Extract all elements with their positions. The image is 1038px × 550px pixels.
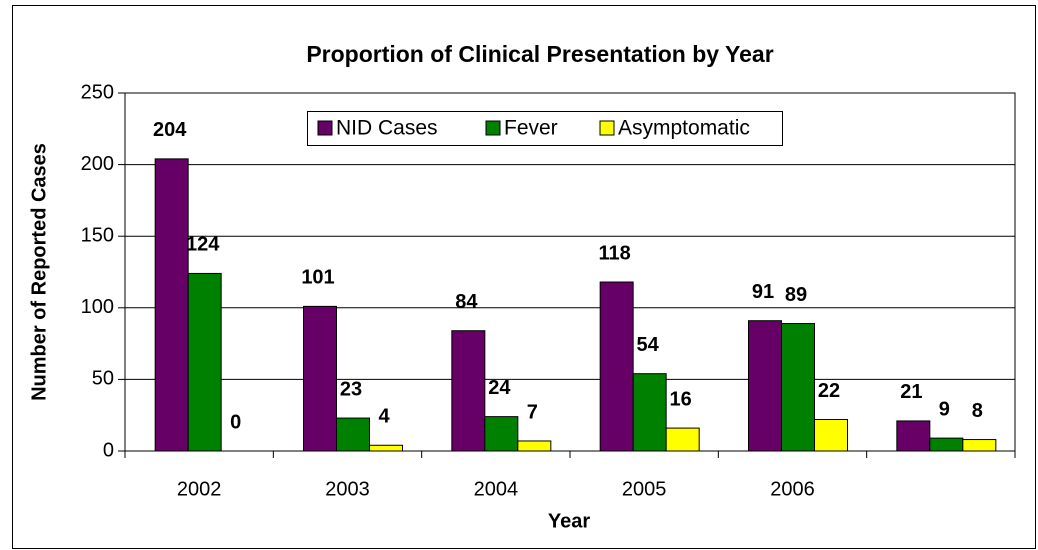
bar	[517, 440, 552, 452]
bar	[929, 437, 964, 452]
x-tick-label: 2004	[474, 478, 519, 500]
legend-swatch	[317, 120, 333, 136]
value-label: 9	[939, 398, 950, 420]
legend-label: Fever	[504, 117, 558, 140]
value-label: 7	[527, 401, 538, 423]
value-label: 23	[340, 378, 362, 400]
x-tick-label: 2005	[622, 478, 667, 500]
value-label: 8	[972, 400, 983, 422]
value-label: 91	[752, 281, 774, 303]
y-tick-label: 200	[81, 153, 114, 175]
x-tick-label: 2006	[770, 478, 815, 500]
bar	[451, 330, 486, 452]
value-label: 89	[785, 284, 807, 306]
value-label: 22	[818, 380, 840, 402]
value-label: 124	[186, 234, 220, 256]
legend-swatch	[485, 120, 501, 136]
y-tick-label: 0	[103, 439, 114, 461]
bar	[336, 417, 370, 452]
legend-label: NID Cases	[336, 117, 438, 140]
bar	[632, 373, 667, 452]
y-tick-label: 250	[81, 81, 114, 103]
plot-area	[124, 92, 1016, 452]
value-label: 24	[488, 377, 511, 399]
bar	[369, 444, 403, 452]
x-tick-label: 2002	[177, 478, 222, 500]
value-label: 21	[900, 381, 922, 403]
value-label: 54	[637, 334, 660, 356]
legend-label: Asymptomatic	[618, 117, 750, 140]
bar	[748, 320, 782, 452]
bar	[896, 420, 931, 452]
bar	[484, 416, 519, 452]
value-label: 84	[455, 291, 478, 313]
legend: NID Cases Fever Asymptomatic	[307, 111, 783, 146]
bar	[962, 439, 997, 452]
y-axis-label: Number of Reported Cases	[28, 143, 50, 401]
bar	[154, 158, 189, 452]
y-tick-label: 100	[81, 296, 114, 318]
bar	[303, 305, 337, 452]
value-label: 0	[230, 411, 241, 433]
chart-title: Proportion of Clinical Presentation by Y…	[306, 41, 773, 67]
bar	[781, 323, 815, 452]
x-axis-label: Year	[548, 510, 590, 532]
legend-swatch	[599, 120, 615, 136]
x-tick-label: 2003	[325, 478, 370, 500]
bar	[665, 427, 700, 452]
value-label: 204	[153, 119, 187, 141]
value-label: 101	[301, 267, 334, 289]
bar	[814, 418, 848, 452]
value-label: 118	[599, 242, 631, 264]
value-label: 4	[378, 406, 390, 428]
y-tick-label: 50	[92, 368, 114, 390]
y-tick-label: 150	[81, 224, 114, 246]
bar	[599, 281, 634, 452]
bar	[187, 272, 222, 452]
legend-box	[307, 111, 783, 146]
value-label: 16	[670, 388, 692, 410]
